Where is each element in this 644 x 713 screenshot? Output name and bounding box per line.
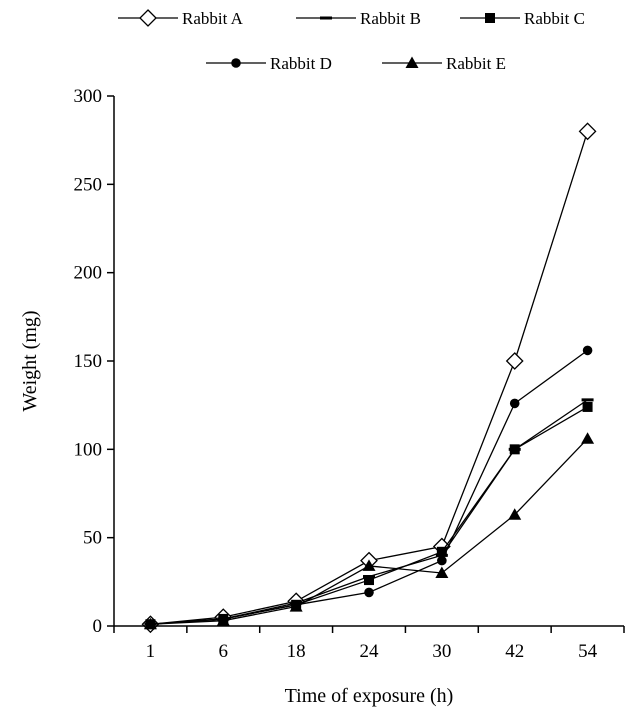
y-tick-label-150: 150 [74,351,103,372]
point-rabbit-e-54 [581,432,595,444]
x-tick-label-24: 24 [360,641,380,662]
legend-marker-rabbit-c [485,13,495,23]
point-rabbit-c-30 [436,546,447,557]
point-rabbit-a-42 [505,352,524,370]
point-rabbit-e-42 [508,508,522,520]
series-layer [141,122,597,634]
point-rabbit-b-54 [581,398,594,402]
point-rabbit-c-42 [509,444,520,455]
point-rabbit-d-54 [582,345,593,356]
y-tick-label-0: 0 [93,616,103,637]
y-axis-title: Weight (mg) [19,310,41,411]
point-rabbit-e-6 [216,614,230,626]
point-rabbit-d-24 [364,587,374,598]
x-tick-label-6: 6 [219,641,229,662]
legend-label-rabbit-c: Rabbit C [524,9,585,28]
x-axis-title: Time of exposure (h) [285,685,454,707]
legend-label-rabbit-b: Rabbit B [360,9,421,28]
y-tick-label-100: 100 [74,439,103,460]
x-tick-label-30: 30 [432,641,451,662]
axes: 0 50 100 150 200 250 300 1 6 18 24 30 42 54 [74,86,625,662]
legend-marker-rabbit-e [405,56,419,68]
y-tick-label-250: 250 [74,174,103,195]
point-rabbit-a-54 [578,122,597,141]
point-rabbit-c-54 [582,401,593,412]
legend-item-rabbit-b: Rabbit B [296,9,421,28]
legend-item-rabbit-e: Rabbit E [382,54,506,73]
point-rabbit-d-30 [437,555,447,566]
x-tick-label-18: 18 [287,641,306,662]
y-tick-label-50: 50 [83,528,102,549]
point-rabbit-c-24 [364,575,374,586]
series-rabbit-a [141,122,597,634]
series-rabbit-d [145,345,593,630]
legend-label-rabbit-d: Rabbit D [270,54,332,73]
x-axis-ticks: 1 6 18 24 30 42 54 [113,626,625,662]
legend: Rabbit A Rabbit B Rabbit C Rabbit D Rabbit E [118,9,585,73]
point-rabbit-e-1 [143,617,157,630]
y-axis-ticks: 0 50 100 150 200 250 300 [74,86,114,637]
point-rabbit-e-24 [362,559,376,571]
x-tick-label-54: 54 [578,641,598,662]
x-tick-label-1: 1 [146,641,156,662]
legend-item-rabbit-c: Rabbit C [460,9,585,28]
x-tick-label-42: 42 [505,641,524,662]
series-rabbit-e [143,432,595,630]
point-rabbit-d-42 [509,398,520,409]
legend-label-rabbit-a: Rabbit A [182,9,244,28]
series-line-rabbit-a [150,131,589,625]
legend-marker-rabbit-a [139,9,157,27]
y-tick-label-300: 300 [74,86,103,107]
legend-marker-rabbit-b [320,16,332,20]
legend-marker-rabbit-d [231,58,241,68]
legend-label-rabbit-e: Rabbit E [446,54,506,73]
point-rabbit-e-30 [435,566,449,578]
point-rabbit-e-18 [289,600,303,612]
legend-item-rabbit-a: Rabbit A [118,9,244,28]
legend-item-rabbit-d: Rabbit D [206,54,332,73]
y-tick-label-200: 200 [74,263,103,284]
